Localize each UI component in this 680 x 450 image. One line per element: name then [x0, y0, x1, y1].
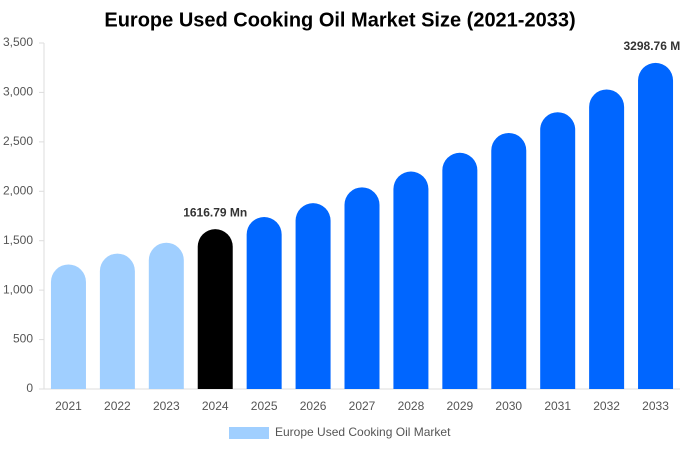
bar: [99, 253, 135, 389]
bar: [491, 132, 527, 389]
y-tick-label: 0: [26, 381, 33, 395]
bar: [295, 203, 331, 389]
x-tick-label: 2031: [544, 399, 571, 413]
value-label: 1616.79 Mn: [183, 205, 247, 219]
bar: [589, 89, 625, 389]
x-tick-label: 2032: [593, 399, 620, 413]
y-tick-label: 1,000: [3, 282, 33, 296]
x-tick-label: 2025: [251, 399, 278, 413]
chart-title: Europe Used Cooking Oil Market Size (202…: [104, 9, 575, 31]
x-tick-label: 2028: [398, 399, 425, 413]
y-tick-label: 500: [13, 332, 33, 346]
value-label: 3298.76 Mn: [624, 39, 680, 53]
x-tick-label: 2022: [104, 399, 131, 413]
bar: [540, 112, 576, 389]
x-tick-label: 2030: [495, 399, 522, 413]
y-tick-label: 3,000: [3, 85, 33, 99]
x-tick-label: 2021: [55, 399, 82, 413]
x-tick-label: 2024: [202, 399, 229, 413]
legend-swatch: [229, 427, 269, 439]
bar: [344, 187, 380, 389]
bar: [442, 152, 478, 389]
x-tick-label: 2027: [349, 399, 376, 413]
y-tick-label: 2,500: [3, 134, 33, 148]
x-tick-label: 2029: [446, 399, 473, 413]
x-tick-label: 2023: [153, 399, 180, 413]
y-tick-label: 2,000: [3, 183, 33, 197]
bar: [246, 216, 282, 389]
bar: [197, 229, 233, 389]
y-tick-label: 3,500: [3, 35, 33, 49]
y-tick-label: 1,500: [3, 233, 33, 247]
x-tick-label: 2026: [300, 399, 327, 413]
bar: [638, 62, 674, 389]
x-tick-label: 2033: [642, 399, 669, 413]
bar: [148, 242, 184, 389]
bar: [393, 171, 429, 389]
bar: [50, 264, 86, 389]
legend-label: Europe Used Cooking Oil Market: [275, 425, 451, 439]
